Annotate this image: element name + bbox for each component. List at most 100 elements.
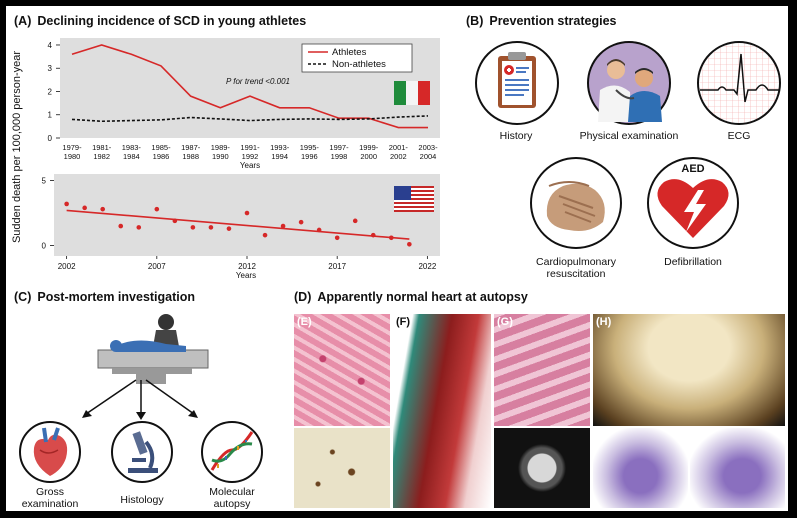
panel-c-heading: Post-mortem investigation	[37, 290, 196, 304]
panel-b-title: (B) Prevention strategies	[466, 14, 617, 28]
chart-a-xtick-label: 1981-	[92, 143, 112, 152]
chart-b-xlabel: Years	[236, 271, 256, 280]
chart-a-xtick-label: 1988	[182, 152, 199, 161]
scatter-point	[262, 232, 268, 238]
panel-d-title: (D) Apparently normal heart at autopsy	[294, 290, 528, 304]
panel-b-letter: (B)	[466, 14, 484, 28]
panel-c-letter: (C)	[14, 290, 32, 304]
chart-a-xtick-label: 1986	[153, 152, 170, 161]
cpr-label: Cardiopulmonary resuscitation	[516, 256, 636, 280]
panel-a-letter: (A)	[14, 14, 32, 28]
panel-d-letter: (D)	[294, 290, 312, 304]
chart-a-annotation: P for trend <0.001	[226, 77, 290, 86]
chart-a-xtick-label: 1987-	[181, 143, 201, 152]
scatter-point	[226, 226, 232, 231]
chart-b-y-axis: 05	[42, 177, 54, 251]
panel-a-title: (A) Declining incidence of SCD in young a…	[14, 14, 306, 28]
aed-heart-icon: AED	[647, 157, 739, 249]
cpr-label-line2: resuscitation	[546, 268, 606, 280]
gross-label-line2: examination	[21, 498, 79, 510]
chart-a-ytick-label: 0	[48, 134, 53, 143]
chart-a-xtick-label: 2004	[420, 152, 437, 161]
scatter-point	[118, 223, 124, 229]
chart-a-x-axis: 1979-1980 1981-1982 1983-1984 1985-1986 1987…	[62, 143, 438, 161]
defibrillation-label: Defibrillation	[664, 256, 722, 268]
histology-image-h-right	[690, 428, 785, 508]
chart-a-ytick-label: 2	[48, 87, 53, 96]
legend-athletes: Athletes	[332, 47, 367, 58]
gross-heart-image-h	[593, 314, 785, 426]
figure-canvas: (A) Declining incidence of SCD in young a…	[6, 6, 788, 511]
chart-a-xtick-label: 1999-	[359, 143, 379, 152]
panel-c-title: (C) Post-mortem investigation	[14, 290, 195, 304]
chart-a-xtick-label: 1983-	[122, 143, 142, 152]
scatter-point	[154, 206, 160, 212]
molecular-label: Molecular autopsy	[194, 486, 270, 510]
scatter-point	[407, 241, 412, 247]
ecg-icon	[697, 41, 781, 125]
image-f-label: (F)	[396, 316, 411, 328]
chart-a-ytick-label: 1	[48, 111, 53, 120]
scatter-point	[82, 205, 87, 211]
heart-anatomy-icon	[19, 421, 81, 483]
history-label: History	[499, 130, 533, 142]
chart-b-xtick-label: 2017	[328, 262, 346, 271]
scatter-point	[280, 223, 286, 229]
cpr-hands-icon	[530, 157, 622, 249]
chart-b-xtick-label: 2007	[148, 262, 166, 271]
dna-icon	[201, 421, 263, 483]
cardiac-mri-image-g	[494, 428, 590, 508]
chart-b-xtick-label: 2022	[418, 262, 436, 271]
chart-b: 05 2002 2007 2012 2017 2022 Years	[42, 174, 440, 280]
panel-a-heading: Declining incidence of SCD in young athl…	[37, 14, 307, 28]
histology-image-e-bottom	[294, 428, 390, 508]
chart-a-lines	[71, 44, 429, 129]
histology-image-g-top	[494, 314, 590, 426]
chart-a-xtick-label: 1994	[271, 152, 288, 161]
chart-b-x-axis: 2002 2007 2012 2017 2022	[58, 256, 437, 271]
scatter-point	[316, 227, 322, 233]
chart-a-xtick-label: 1989-	[211, 143, 231, 152]
chart-b-xtick-label: 2012	[238, 262, 256, 271]
ecg-label: ECG	[727, 130, 751, 142]
scatter-point	[244, 210, 250, 216]
autopsy-table-illustration	[97, 314, 209, 384]
chart-a-xtick-label: 2003-	[418, 143, 438, 152]
chart-b-marks	[64, 201, 412, 247]
scatter-point	[298, 219, 304, 225]
chart-a-xtick-label: 1991-	[240, 143, 260, 152]
scatter-point	[172, 218, 178, 224]
histology-image-h-left	[593, 428, 688, 508]
chart-a-xtick-label: 1990	[212, 152, 229, 161]
chart-a-xlabel: Years	[240, 161, 260, 170]
panel-d-heading: Apparently normal heart at autopsy	[317, 290, 528, 304]
histology-image-f	[393, 314, 491, 508]
panel-b-heading: Prevention strategies	[489, 14, 617, 28]
microscope-icon	[111, 421, 173, 483]
image-e-label: (E)	[297, 316, 312, 328]
legend-nonathletes: Non-athletes	[332, 59, 386, 70]
chart-a-xtick-label: 1984	[123, 152, 140, 161]
scatter-point	[136, 225, 142, 230]
chart-b-xtick-label: 2002	[58, 262, 76, 271]
chart-a-ytick-label: 4	[48, 41, 53, 50]
italy-flag-icon	[394, 81, 430, 105]
scatter-point	[388, 235, 394, 241]
chart-a-xtick-label: 1979-	[62, 143, 82, 152]
chart-b-ytick-label: 0	[42, 242, 47, 251]
gross-label: Gross examination	[12, 486, 88, 510]
series-nonathletes-line	[71, 115, 429, 123]
scatter-point	[190, 225, 196, 230]
chart-a-xtick-label: 1997-	[329, 143, 349, 152]
autopsy-arrows	[82, 379, 198, 420]
chart-a-xtick-label: 2001-	[389, 143, 409, 152]
chart-a-xtick-label: 1980	[64, 152, 81, 161]
chart-a-xtick-label: 2002	[390, 152, 407, 161]
aed-text: AED	[681, 163, 704, 175]
molecular-label-line2: autopsy	[213, 498, 251, 510]
image-h-label: (H)	[596, 316, 612, 328]
chart-a-xtick-label: 2000	[360, 152, 377, 161]
histology-image-e-top	[294, 314, 390, 426]
scatter-point	[370, 232, 376, 238]
